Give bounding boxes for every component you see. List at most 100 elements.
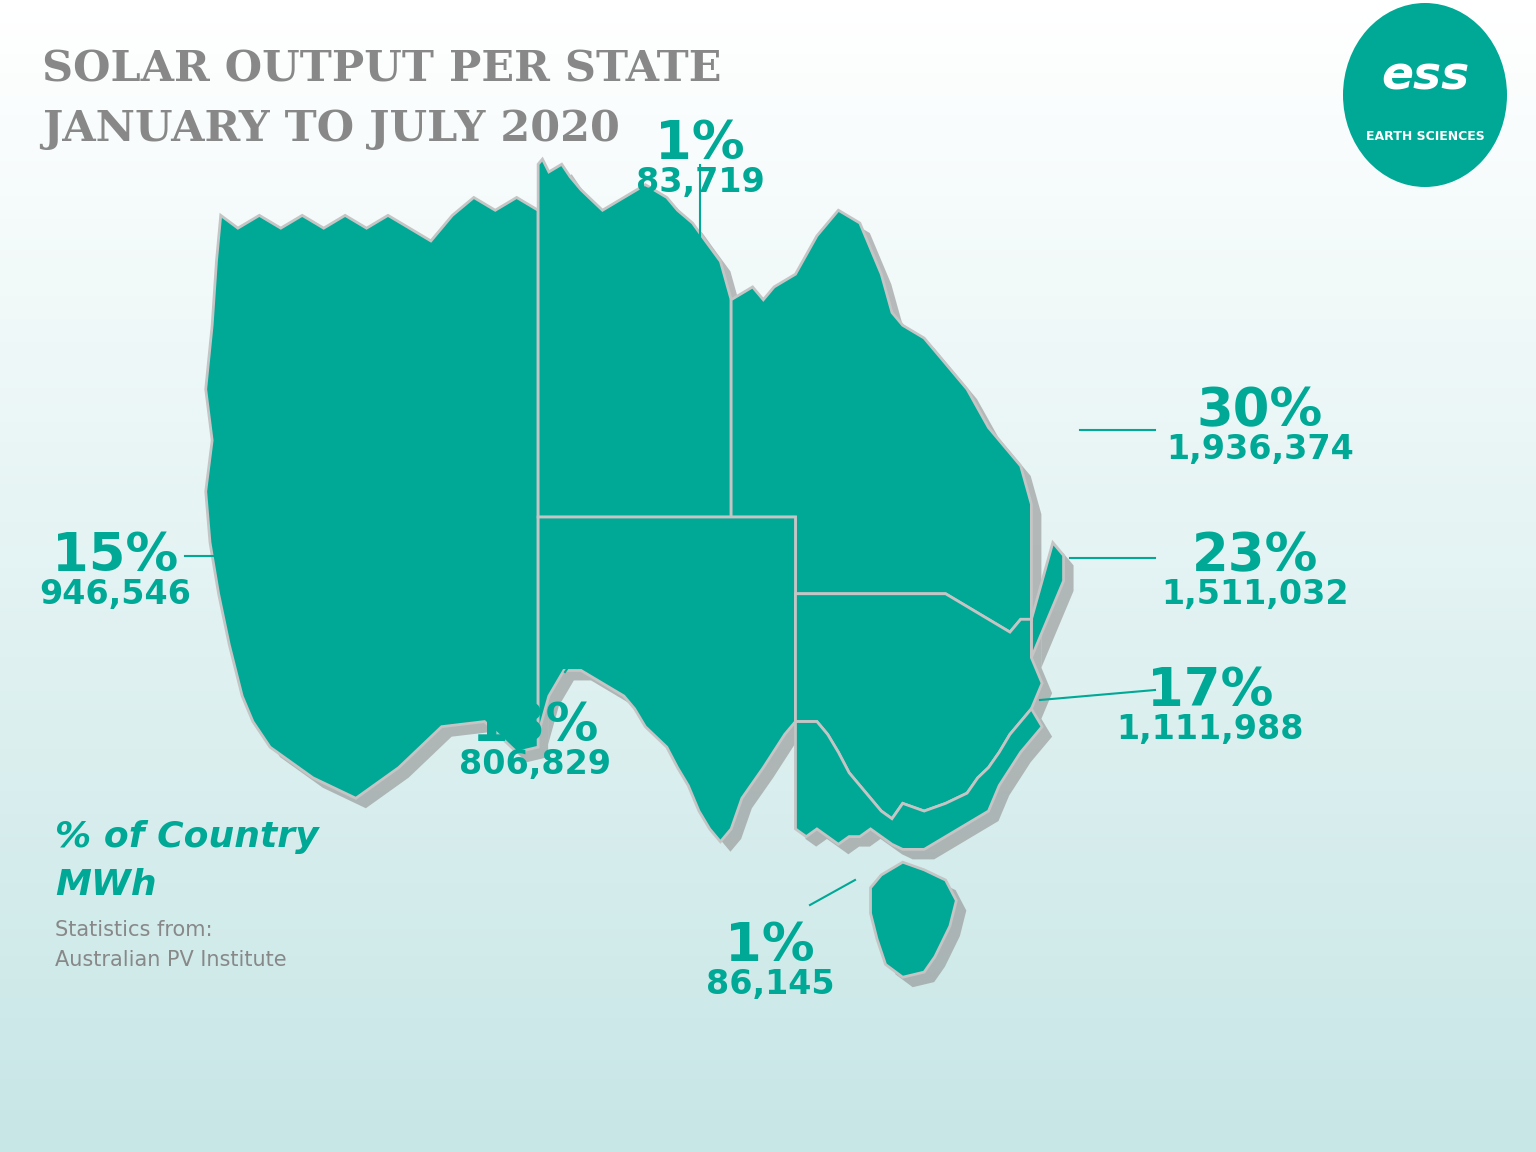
Bar (0, 795, 1536, 799)
Bar (0, 745, 1536, 749)
Bar (0, 135, 1536, 138)
Bar (0, 357, 1536, 362)
Bar (0, 953, 1536, 956)
Bar (0, 553, 1536, 558)
Ellipse shape (1342, 3, 1507, 187)
Bar (0, 1052, 1536, 1056)
Bar (0, 204, 1536, 207)
Bar (0, 787, 1536, 791)
Bar (0, 61, 1536, 66)
Polygon shape (796, 708, 1041, 849)
Bar (0, 783, 1536, 788)
Bar (0, 960, 1536, 964)
Bar (0, 699, 1536, 703)
Bar (0, 388, 1536, 392)
Bar (0, 695, 1536, 699)
Bar (0, 1022, 1536, 1025)
Bar (0, 849, 1536, 852)
Bar (0, 104, 1536, 108)
Bar (0, 346, 1536, 350)
Bar (0, 1102, 1536, 1106)
Bar (0, 630, 1536, 634)
Bar (0, 430, 1536, 434)
Bar (0, 411, 1536, 415)
Bar (0, 1010, 1536, 1014)
Bar (0, 1109, 1536, 1114)
Bar (0, 653, 1536, 657)
Bar (0, 464, 1536, 469)
Bar (0, 196, 1536, 200)
Bar (0, 12, 1536, 16)
Bar (0, 645, 1536, 650)
Bar (0, 1006, 1536, 1010)
Bar (0, 323, 1536, 327)
Bar (0, 922, 1536, 926)
Bar (0, 69, 1536, 74)
Bar (0, 668, 1536, 673)
Bar (0, 342, 1536, 346)
Bar (0, 810, 1536, 814)
Bar (0, 867, 1536, 872)
Bar (0, 146, 1536, 150)
Polygon shape (206, 197, 538, 798)
Text: 1,511,032: 1,511,032 (1161, 578, 1349, 611)
Bar (0, 688, 1536, 691)
Text: MWh: MWh (55, 867, 157, 902)
Bar (0, 642, 1536, 645)
Bar (0, 1121, 1536, 1126)
Bar (0, 864, 1536, 869)
Bar (0, 43, 1536, 46)
Bar (0, 626, 1536, 630)
Bar (0, 530, 1536, 535)
Bar (0, 426, 1536, 431)
Bar (0, 614, 1536, 619)
Bar (0, 207, 1536, 212)
Bar (0, 1144, 1536, 1149)
Bar (0, 372, 1536, 377)
Bar (0, 821, 1536, 826)
Bar (0, 1033, 1536, 1037)
Bar (0, 602, 1536, 607)
Bar (0, 841, 1536, 846)
Bar (0, 338, 1536, 342)
Bar (0, 480, 1536, 484)
Bar (0, 115, 1536, 120)
Text: 806,829: 806,829 (459, 748, 611, 781)
Bar (0, 522, 1536, 526)
Bar (0, 526, 1536, 530)
Bar (0, 937, 1536, 941)
Bar (0, 895, 1536, 899)
Text: Statistics from:
Australian PV Institute: Statistics from: Australian PV Institute (55, 920, 287, 970)
Bar (0, 948, 1536, 953)
Bar (0, 253, 1536, 258)
Text: 15%: 15% (52, 530, 178, 582)
Bar (0, 1063, 1536, 1068)
Text: 17%: 17% (1147, 665, 1273, 717)
Bar (0, 395, 1536, 400)
Bar (0, 484, 1536, 488)
Bar (0, 1140, 1536, 1145)
Polygon shape (548, 169, 742, 528)
Bar (0, 361, 1536, 365)
Polygon shape (538, 517, 796, 842)
Bar (0, 434, 1536, 438)
Bar (0, 400, 1536, 403)
Bar (0, 945, 1536, 949)
Bar (0, 107, 1536, 112)
Bar (0, 507, 1536, 511)
Bar (0, 584, 1536, 588)
Bar (0, 280, 1536, 285)
Bar (0, 780, 1536, 783)
Bar (0, 1106, 1536, 1111)
Bar (0, 441, 1536, 446)
Polygon shape (215, 207, 548, 809)
Text: 86,145: 86,145 (705, 968, 834, 1001)
Bar (0, 326, 1536, 331)
Bar (0, 680, 1536, 684)
Bar (0, 161, 1536, 166)
Polygon shape (796, 593, 1041, 819)
Bar (0, 365, 1536, 369)
Bar (0, 92, 1536, 97)
Bar (0, 515, 1536, 518)
Bar (0, 676, 1536, 680)
